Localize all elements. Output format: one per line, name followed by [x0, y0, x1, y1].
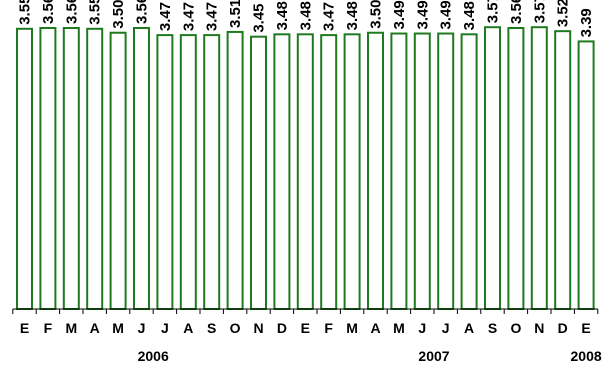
x-tick-label: M [112, 320, 124, 336]
x-tick-label: O [230, 320, 241, 336]
data-label: 3.50 [368, 0, 385, 29]
x-tick-label: D [558, 320, 568, 336]
year-label: 2007 [418, 348, 449, 364]
data-label: 3.56 [508, 0, 525, 24]
bar [320, 34, 338, 310]
x-tick-label: M [65, 320, 77, 336]
bar [437, 32, 455, 311]
x-tick-label: D [277, 320, 287, 336]
x-tick-label: N [253, 320, 263, 336]
bar [530, 26, 548, 311]
x-tick-label: A [370, 320, 380, 336]
data-label: 3.47 [180, 2, 197, 31]
x-tick-label: J [442, 320, 450, 336]
bars-group [16, 26, 595, 311]
x-tick-label: J [418, 320, 426, 336]
bar [250, 35, 267, 310]
x-tick-label: M [393, 320, 405, 336]
bar [109, 31, 127, 310]
x-tick-label: E [301, 320, 310, 336]
bar [62, 27, 80, 310]
data-label: 3.48 [461, 1, 478, 30]
bar [413, 32, 431, 311]
data-label: 3.56 [63, 0, 80, 24]
bar [203, 34, 221, 310]
data-label: 3.39 [578, 8, 595, 37]
value-labels-group: 3.55 3.56 3.56 3.55 3.50 3.56 3.47 3.47 3.47 3.51… [17, 0, 596, 37]
data-label: 3.56 [134, 0, 151, 24]
bar [226, 30, 244, 311]
bar [273, 33, 291, 310]
x-tick-label: S [488, 320, 497, 336]
data-label: 3.57 [485, 0, 502, 23]
x-tick-label: A [464, 320, 474, 336]
x-tick-label: E [20, 320, 29, 336]
data-label: 3.55 [87, 0, 104, 25]
data-label: 3.55 [17, 0, 34, 25]
data-label: 3.48 [344, 1, 361, 30]
data-label: 3.48 [297, 1, 314, 30]
bar [16, 27, 33, 310]
x-tick-label: F [324, 320, 333, 336]
x-tick-label: F [44, 320, 53, 336]
x-tick-label: J [161, 320, 169, 336]
data-label: 3.47 [157, 2, 174, 31]
bar [133, 27, 150, 310]
x-tick-label: E [581, 320, 590, 336]
data-label: 3.56 [40, 0, 57, 24]
bar [343, 33, 361, 310]
bar [390, 32, 408, 311]
data-label: 3.45 [251, 3, 268, 32]
bar [554, 30, 572, 310]
data-label: 3.57 [531, 0, 548, 23]
x-tick-label: S [207, 320, 216, 336]
data-label: 3.49 [414, 0, 431, 29]
bar [367, 31, 384, 310]
data-label: 3.49 [391, 0, 408, 29]
x-tick-label: A [90, 320, 100, 336]
data-label: 3.48 [274, 1, 291, 30]
x-tick-label: A [183, 320, 193, 336]
x-axis [12, 308, 599, 314]
year-labels-group: 2006 2007 2008 [138, 348, 602, 364]
bar [484, 26, 501, 311]
bar [460, 33, 478, 310]
data-label: 3.50 [110, 0, 127, 29]
data-label: 3.47 [204, 2, 221, 31]
bar [39, 27, 57, 310]
bar [179, 34, 197, 310]
bar [577, 40, 595, 310]
year-label: 2006 [138, 348, 169, 364]
data-label: 3.52 [555, 0, 572, 27]
bar [507, 27, 525, 310]
x-tick-label: N [534, 320, 544, 336]
data-label: 3.47 [321, 2, 338, 31]
data-label: 3.51 [227, 0, 244, 28]
bar [86, 27, 104, 310]
bar [296, 33, 314, 310]
year-label: 2008 [571, 348, 602, 364]
x-tick-label: M [346, 320, 358, 336]
bar [156, 34, 174, 310]
data-label: 3.49 [438, 0, 455, 29]
x-tick-label: J [138, 320, 146, 336]
x-tick-label: O [510, 320, 521, 336]
